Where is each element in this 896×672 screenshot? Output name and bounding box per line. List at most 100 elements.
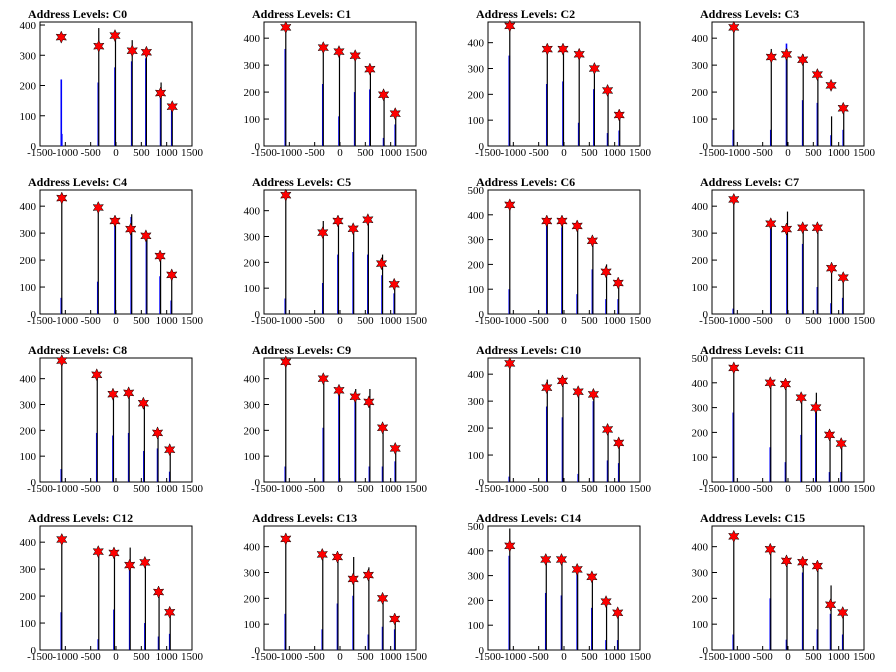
- histogram-bar: [323, 378, 325, 482]
- x-tick-label: 0: [785, 315, 791, 327]
- x-tick-label: -1500: [27, 147, 53, 159]
- peak-marker-icon: [612, 436, 625, 450]
- y-tick-label: 200: [468, 259, 485, 271]
- x-tick-label: -1000: [276, 315, 302, 327]
- peak-marker-icon: [811, 559, 824, 573]
- peak-marker-icon: [362, 568, 375, 582]
- histogram-bar: [285, 27, 287, 146]
- peak-marker-icon: [728, 529, 740, 543]
- peak-marker-icon: [108, 546, 120, 560]
- histogram-bar: [131, 214, 133, 314]
- y-tick-label: 300: [692, 228, 709, 240]
- y-tick-label: 300: [692, 403, 709, 415]
- histogram-bar: [146, 233, 148, 314]
- x-tick-label: -1500: [699, 147, 725, 159]
- y-tick-label: 100: [20, 282, 37, 294]
- histogram-bar: [60, 133, 63, 146]
- peak-marker-icon: [540, 552, 552, 567]
- x-tick-label: 1000: [604, 315, 627, 327]
- y-tick-label: 0: [703, 477, 709, 489]
- histogram-bar: [830, 116, 833, 146]
- x-tick-label: -1000: [724, 147, 750, 159]
- subplot-1: Address Levels: C1 0 100 200 300 400 -1500 -100…: [244, 7, 428, 159]
- x-tick-label: -1000: [500, 651, 526, 663]
- subplot-title: Address Levels: C14: [476, 511, 581, 525]
- x-tick-label: 1500: [181, 651, 204, 663]
- x-tick-label: -500: [529, 147, 550, 159]
- y-tick-label: 100: [244, 619, 261, 631]
- histogram-bar: [381, 254, 384, 314]
- peak-marker-icon: [837, 101, 849, 115]
- x-tick-label: 500: [133, 651, 150, 663]
- x-tick-label: -500: [305, 651, 326, 663]
- peak-marker-icon: [166, 100, 178, 114]
- subplot-7: Address Levels: C7 0 100 200 300 400 -1500 -100…: [692, 175, 876, 327]
- y-tick-label: 100: [468, 115, 485, 127]
- y-tick-label: 200: [692, 427, 709, 439]
- x-tick-label: 1500: [853, 483, 876, 495]
- x-tick-label: 1500: [405, 315, 428, 327]
- histogram-bar: [546, 47, 548, 146]
- y-tick-label: 0: [255, 645, 261, 657]
- plot-frame: [39, 357, 193, 483]
- histogram-bar: [145, 49, 147, 146]
- x-tick-label: 1500: [853, 315, 876, 327]
- histogram-bar: [605, 597, 608, 650]
- histogram-bar: [785, 385, 787, 482]
- x-tick-label: -500: [753, 483, 774, 495]
- peak-marker-icon: [825, 261, 838, 275]
- x-tick-label: 500: [805, 147, 822, 159]
- histogram-bar: [830, 585, 832, 650]
- histogram-bar: [395, 113, 397, 146]
- peak-marker-icon: [122, 386, 135, 400]
- y-tick-label: 300: [244, 568, 261, 580]
- x-tick-label: -1500: [27, 483, 53, 495]
- y-tick-label: 0: [479, 645, 485, 657]
- peak-marker-icon: [588, 61, 601, 76]
- x-tick-label: 1000: [828, 651, 851, 663]
- y-tick-label: 400: [468, 210, 485, 222]
- peak-marker-icon: [56, 353, 68, 368]
- histogram-bar: [619, 112, 621, 146]
- histogram-bar: [322, 221, 324, 314]
- x-tick-label: 500: [133, 315, 150, 327]
- peak-marker-icon: [280, 532, 292, 546]
- y-tick-label: 200: [468, 89, 485, 101]
- peak-marker-icon: [107, 387, 119, 401]
- plot-frame: [711, 525, 865, 651]
- x-tick-label: 1000: [604, 651, 627, 663]
- histogram-bar: [509, 363, 511, 482]
- histogram-bar: [353, 557, 355, 650]
- peak-marker-icon: [811, 221, 824, 235]
- histogram-bar: [577, 565, 579, 650]
- peak-marker-icon: [389, 441, 401, 456]
- subplot-title: Address Levels: C6: [476, 175, 575, 189]
- y-tick-label: 200: [692, 593, 709, 605]
- y-tick-label: 200: [244, 257, 261, 269]
- x-tick-label: 1000: [380, 651, 403, 663]
- plot-frame: [263, 189, 417, 315]
- y-tick-label: 300: [20, 400, 37, 412]
- x-tick-label: 1500: [181, 315, 204, 327]
- plot-frame: [263, 525, 417, 651]
- x-tick-label: -1500: [699, 651, 725, 663]
- peak-marker-icon: [388, 612, 401, 626]
- histogram-bar: [382, 598, 384, 650]
- y-tick-label: 300: [20, 564, 37, 576]
- x-tick-label: -1500: [475, 315, 501, 327]
- y-tick-label: 200: [692, 255, 709, 267]
- peak-marker-icon: [611, 606, 624, 620]
- x-tick-label: 500: [133, 147, 150, 159]
- peak-marker-icon: [504, 539, 516, 553]
- histogram-bar: [577, 224, 579, 314]
- histogram-bar: [97, 208, 99, 314]
- x-tick-label: 1000: [156, 147, 179, 159]
- histogram-bar: [394, 619, 396, 650]
- histogram-bar: [509, 199, 511, 314]
- peak-marker-icon: [541, 42, 554, 56]
- peak-marker-icon: [92, 200, 104, 215]
- histogram-bar: [802, 562, 804, 650]
- y-tick-label: 300: [468, 64, 485, 76]
- histogram-bar: [171, 103, 173, 146]
- y-tick-label: 0: [255, 141, 261, 153]
